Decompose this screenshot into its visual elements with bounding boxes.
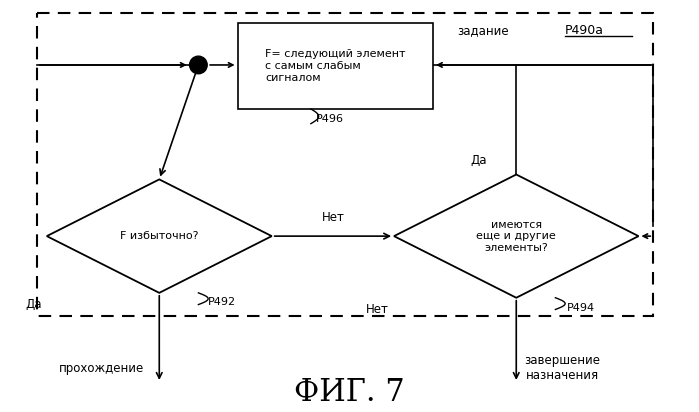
Text: имеются
еще и другие
элементы?: имеются еще и другие элементы?	[477, 220, 556, 253]
Text: прохождение: прохождение	[59, 362, 145, 375]
Text: F избыточно?: F избыточно?	[120, 231, 199, 241]
Text: Нет: Нет	[366, 303, 389, 316]
Circle shape	[189, 56, 207, 74]
Text: Р496: Р496	[316, 114, 344, 124]
Text: задание: задание	[458, 24, 509, 37]
Polygon shape	[394, 175, 638, 298]
Polygon shape	[47, 179, 272, 293]
Text: Да: Да	[470, 154, 487, 167]
Text: завершение
назначения: завершение назначения	[524, 354, 600, 382]
Text: F= следующий элемент
с самым слабым
сигналом: F= следующий элемент с самым слабым сигн…	[265, 49, 405, 82]
Text: Нет: Нет	[322, 211, 345, 225]
Bar	[37, 13, 653, 316]
Text: Р492: Р492	[208, 297, 236, 307]
Text: Р490а: Р490а	[565, 24, 604, 37]
Text: Да: Да	[25, 298, 42, 311]
Text: ФИГ. 7: ФИГ. 7	[294, 377, 405, 408]
Bar	[238, 23, 433, 109]
Text: Р494: Р494	[567, 303, 596, 313]
